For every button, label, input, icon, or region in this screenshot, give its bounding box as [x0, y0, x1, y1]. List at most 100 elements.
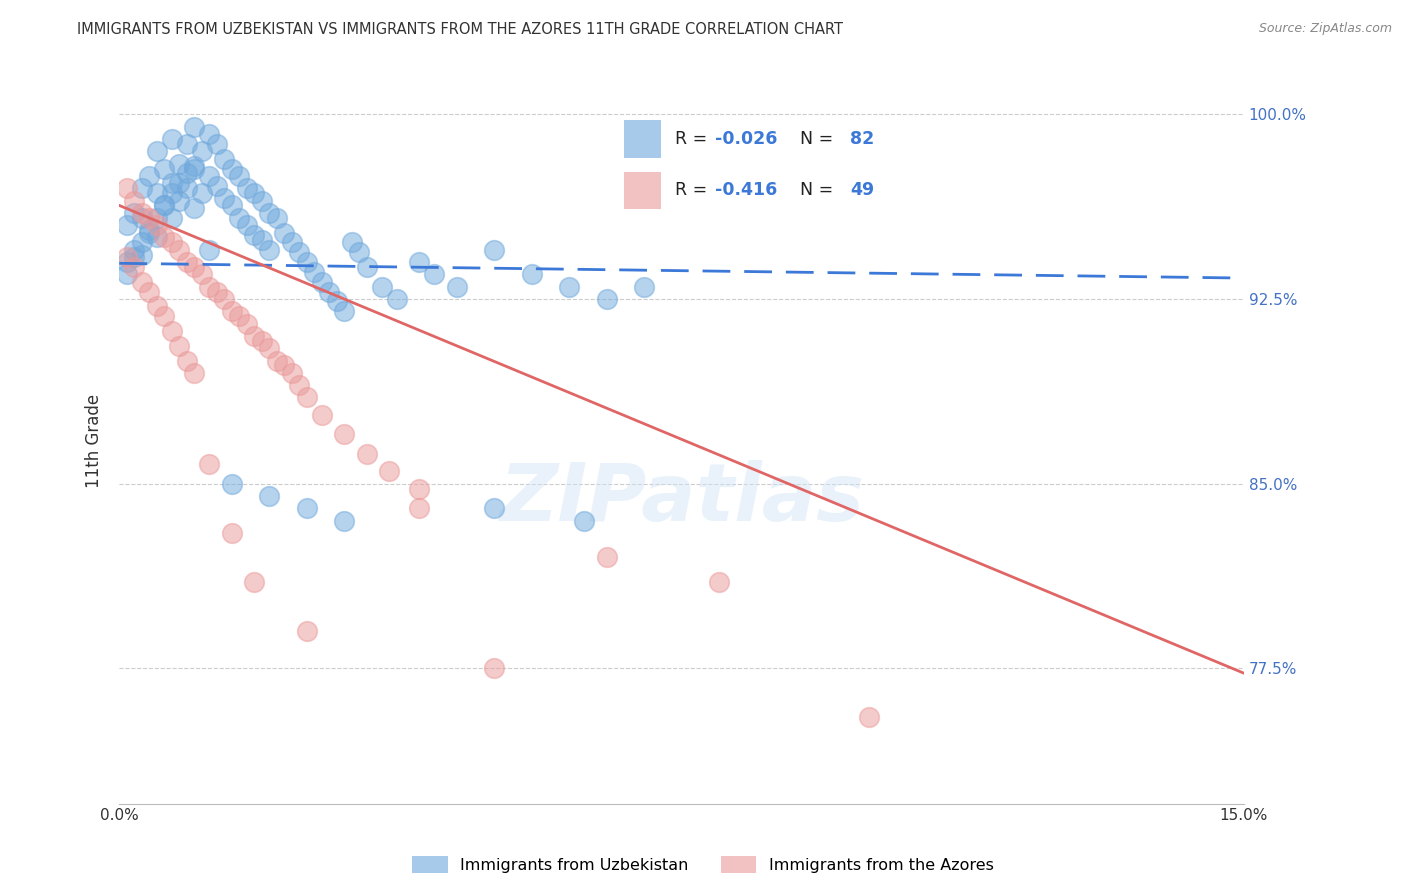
- Point: [160, 132, 183, 146]
- Point: [131, 275, 153, 289]
- Point: [295, 255, 318, 269]
- Point: [176, 136, 198, 151]
- Point: [280, 366, 302, 380]
- Point: [205, 136, 228, 151]
- Point: [115, 250, 138, 264]
- Point: [378, 464, 401, 478]
- Point: [115, 181, 138, 195]
- Point: [131, 181, 153, 195]
- Point: [115, 255, 138, 269]
- Point: [280, 235, 302, 250]
- Point: [257, 206, 280, 220]
- Point: [131, 248, 153, 262]
- Point: [122, 206, 145, 220]
- Point: [153, 198, 176, 212]
- Point: [145, 145, 167, 159]
- Point: [423, 268, 446, 282]
- Point: [190, 268, 212, 282]
- Point: [356, 447, 378, 461]
- Point: [145, 218, 167, 232]
- Point: [482, 501, 505, 516]
- Point: [167, 243, 190, 257]
- Point: [160, 176, 183, 190]
- Point: [221, 304, 243, 318]
- Point: [122, 250, 145, 264]
- Point: [205, 178, 228, 193]
- Point: [266, 211, 288, 225]
- Point: [153, 198, 176, 212]
- Point: [333, 427, 356, 442]
- Point: [595, 550, 617, 565]
- Point: [446, 279, 468, 293]
- Point: [122, 194, 145, 208]
- Point: [482, 661, 505, 675]
- Point: [221, 476, 243, 491]
- Point: [115, 218, 138, 232]
- Point: [176, 353, 198, 368]
- Point: [167, 156, 190, 170]
- Point: [408, 482, 430, 496]
- Point: [153, 310, 176, 324]
- Point: [633, 279, 655, 293]
- Text: IMMIGRANTS FROM UZBEKISTAN VS IMMIGRANTS FROM THE AZORES 11TH GRADE CORRELATION : IMMIGRANTS FROM UZBEKISTAN VS IMMIGRANTS…: [77, 22, 844, 37]
- Point: [183, 366, 205, 380]
- Point: [221, 161, 243, 176]
- Point: [122, 243, 145, 257]
- Point: [160, 235, 183, 250]
- Point: [228, 169, 250, 183]
- Point: [295, 501, 318, 516]
- Point: [235, 181, 257, 195]
- Point: [347, 245, 370, 260]
- Point: [257, 243, 280, 257]
- Point: [131, 211, 153, 225]
- Point: [138, 285, 160, 299]
- Point: [858, 710, 880, 724]
- Point: [250, 233, 273, 247]
- Point: [482, 243, 505, 257]
- Point: [243, 227, 266, 242]
- Point: [221, 525, 243, 540]
- Y-axis label: 11th Grade: 11th Grade: [86, 393, 103, 488]
- Point: [183, 201, 205, 215]
- Point: [333, 514, 356, 528]
- Point: [122, 260, 145, 274]
- Point: [190, 186, 212, 201]
- Point: [288, 245, 311, 260]
- Point: [707, 575, 730, 590]
- Point: [250, 194, 273, 208]
- Point: [243, 575, 266, 590]
- Point: [302, 265, 325, 279]
- Point: [138, 226, 160, 240]
- Point: [212, 152, 235, 166]
- Point: [145, 299, 167, 313]
- Point: [145, 230, 167, 244]
- Point: [408, 255, 430, 269]
- Point: [572, 514, 595, 528]
- Point: [273, 226, 295, 240]
- Point: [145, 211, 167, 225]
- Point: [385, 292, 408, 306]
- Point: [198, 169, 221, 183]
- Point: [295, 391, 318, 405]
- Point: [243, 186, 266, 201]
- Point: [153, 230, 176, 244]
- Point: [257, 341, 280, 355]
- Point: [160, 211, 183, 225]
- Point: [183, 159, 205, 173]
- Point: [266, 353, 288, 368]
- Point: [311, 408, 333, 422]
- Point: [138, 169, 160, 183]
- Point: [198, 279, 221, 293]
- Point: [221, 198, 243, 212]
- Point: [325, 294, 347, 309]
- Point: [212, 292, 235, 306]
- Point: [235, 218, 257, 232]
- Point: [198, 457, 221, 471]
- Text: Source: ZipAtlas.com: Source: ZipAtlas.com: [1258, 22, 1392, 36]
- Point: [356, 260, 378, 274]
- Point: [183, 260, 205, 274]
- Point: [115, 268, 138, 282]
- Point: [190, 145, 212, 159]
- Point: [370, 279, 392, 293]
- Point: [183, 120, 205, 134]
